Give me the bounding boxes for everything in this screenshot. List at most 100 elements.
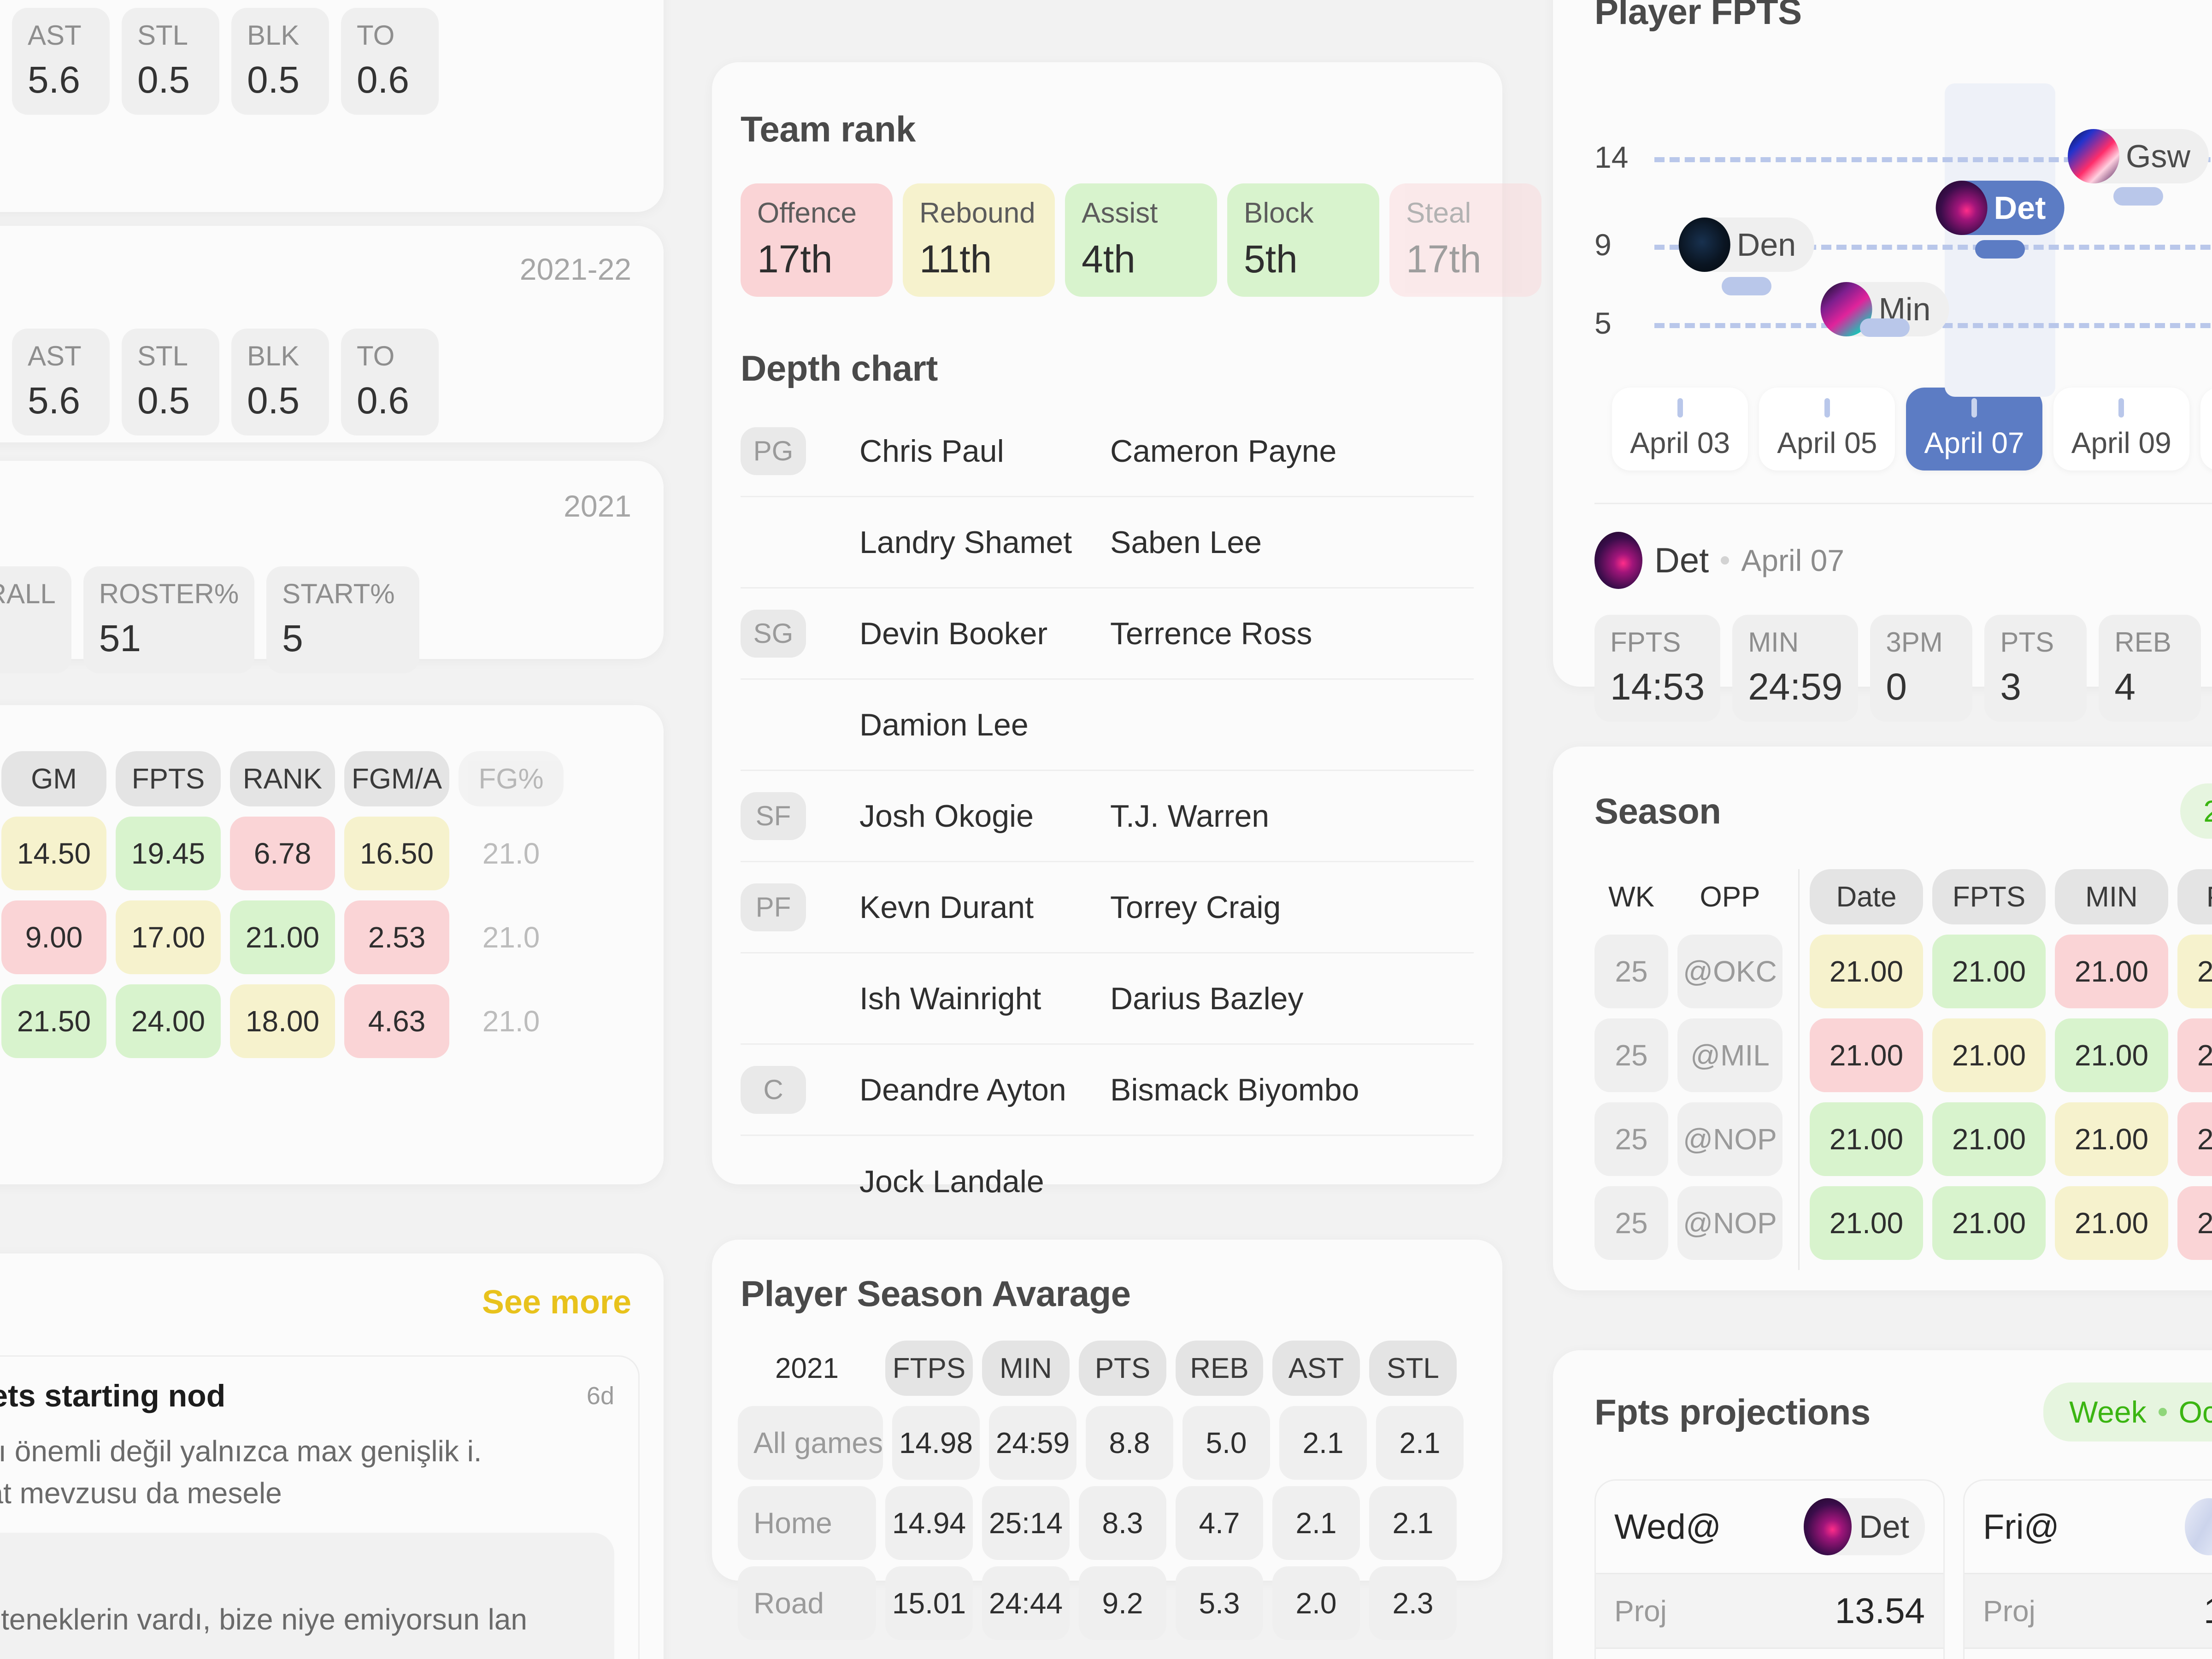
- depth-row[interactable]: SG Devin Booker Terrence Ross: [741, 588, 1474, 680]
- news-source[interactable]: sis: [0, 1553, 590, 1583]
- depth-starter[interactable]: Kevn Durant: [859, 889, 1034, 925]
- date-chip-next[interactable]: A: [2200, 388, 2212, 471]
- depth-backup[interactable]: Terrence Ross: [1110, 616, 1312, 651]
- table-row[interactable]: 21.00 21.00 21.00 21.00: [1810, 1018, 2212, 1092]
- chart-bubble-det[interactable]: Det: [1936, 181, 2065, 235]
- column-header-date[interactable]: Date: [1810, 869, 1923, 924]
- table-row[interactable]: 25 @MIL: [1594, 1018, 1783, 1092]
- column-header-fpts[interactable]: FPTS: [1932, 869, 2046, 924]
- depth-row[interactable]: Ish Wainright Darius Bazley: [741, 953, 1474, 1045]
- rank-chip-label: Block: [1244, 197, 1314, 229]
- depth-row[interactable]: C Deandre Ayton Bismack Biyombo: [741, 1045, 1474, 1136]
- position-badge: SG: [741, 609, 806, 658]
- week-label: Week: [2069, 1395, 2147, 1429]
- date-chip-april-09[interactable]: April 09: [2053, 388, 2189, 471]
- game-log-scroll-columns[interactable]: GM FPTS RANK FGM/A FG% 14.50 19.45 6.78 …: [0, 751, 564, 1068]
- week-range-label: Oct 17-: [2178, 1395, 2212, 1429]
- table-row[interactable]: Home 14.94 25:14 8.3 4.7 2.1 2.1: [738, 1486, 1502, 1560]
- stat-pill: MIN 24:59: [1732, 615, 1859, 722]
- column-header-min[interactable]: MIN: [982, 1341, 1070, 1396]
- news-item[interactable]: a Okeke - Gets starting nod 6d aki satır…: [0, 1355, 640, 1659]
- depth-backup[interactable]: Bismack Biyombo: [1110, 1072, 1359, 1107]
- game-team-name: Det: [1654, 541, 1709, 580]
- depth-backup[interactable]: Torrey Craig: [1110, 889, 1281, 925]
- column-header-ast[interactable]: AST: [1272, 1341, 1360, 1396]
- depth-backup[interactable]: Saben Lee: [1110, 524, 1262, 560]
- see-more-link[interactable]: See more: [482, 1283, 631, 1321]
- column-header-fgma[interactable]: FGM/A: [344, 751, 449, 806]
- separator-dot-icon: [2158, 1408, 2167, 1416]
- chart-tick-det: [1975, 240, 2025, 259]
- depth-starter[interactable]: Devin Booker: [859, 616, 1048, 651]
- table-row[interactable]: 21.00 21.00 21.00 21.00: [1810, 1186, 2212, 1260]
- table-row[interactable]: Road 15.01 24:44 9.2 5.3 2.0 2.3: [738, 1566, 1502, 1640]
- chart-bubble-min[interactable]: Min: [1820, 282, 1949, 336]
- table-row[interactable]: 21.00 21.00 21.00 21.00: [1810, 1102, 2212, 1176]
- stat-pill-value: 0.5: [247, 59, 300, 101]
- column-header-gm[interactable]: GM: [1, 751, 106, 806]
- table-row[interactable]: 25 @OKC: [1594, 935, 1783, 1008]
- week-range-badge[interactable]: Week Oct 17-: [2043, 1382, 2212, 1441]
- projection-card[interactable]: Fri@ Atl Proj 13.54 Final 6.00: [1963, 1479, 2212, 1659]
- column-header-fpts[interactable]: FPTS: [116, 751, 221, 806]
- table-row[interactable]: 25 @NOP: [1594, 1102, 1783, 1176]
- stat-pill-value: 0.5: [137, 380, 190, 422]
- card-title: Player FPTS: [1594, 0, 1802, 32]
- projection-team[interactable]: Atl: [2185, 1498, 2212, 1555]
- season-scroll-columns[interactable]: Date FPTS MIN PTS 21.00 21.00 21.00 21.0…: [1798, 869, 2212, 1270]
- stat-pill-key: ROSTER%: [99, 578, 239, 609]
- depth-backup[interactable]: Darius Bazley: [1110, 981, 1304, 1016]
- date-chip-april-07[interactable]: April 07: [1906, 388, 2042, 471]
- team-avatar-den: [1678, 218, 1730, 272]
- cell-min: 24:44: [982, 1566, 1070, 1640]
- projection-team[interactable]: Det: [1804, 1498, 1925, 1555]
- column-header-stl[interactable]: STL: [1369, 1341, 1457, 1396]
- stat-pill: 3PM 0: [1870, 615, 1973, 722]
- game-date: April 07: [1741, 543, 1845, 577]
- depth-row[interactable]: Jock Landale: [741, 1136, 1474, 1227]
- depth-starter[interactable]: Deandre Ayton: [859, 1072, 1066, 1107]
- column-header-fgpct[interactable]: FG%: [459, 751, 564, 806]
- card-title: Fpts projections: [1594, 1391, 1871, 1432]
- y-axis-label-5: 5: [1594, 306, 1612, 340]
- cell-stl: 2.1: [1369, 1486, 1457, 1560]
- depth-starter[interactable]: Jock Landale: [859, 1164, 1044, 1199]
- chart-bubble-gsw[interactable]: Gsw: [2068, 129, 2209, 183]
- table-row[interactable]: 21.00 21.00 21.00 21.00: [1810, 935, 2212, 1008]
- depth-starter[interactable]: Chris Paul: [859, 433, 1004, 469]
- column-header-rank[interactable]: RANK: [230, 751, 335, 806]
- card-player-fpts: Player FPTS Last 5 14 9 5 Den Min: [1553, 0, 2212, 722]
- depth-chart-title: Depth chart: [741, 348, 938, 388]
- depth-starter[interactable]: Damion Lee: [859, 707, 1029, 742]
- column-header-reb[interactable]: REB: [1176, 1341, 1263, 1396]
- column-header-ftps[interactable]: FTPS: [885, 1341, 973, 1396]
- season-badge[interactable]: 2022-: [2180, 783, 2212, 839]
- depth-starter[interactable]: Josh Okogie: [859, 798, 1034, 834]
- depth-starter[interactable]: Ish Wainright: [859, 981, 1041, 1016]
- depth-row[interactable]: Damion Lee: [741, 680, 1474, 771]
- depth-row[interactable]: SF Josh Okogie T.J. Warren: [741, 771, 1474, 862]
- depth-row[interactable]: Landry Shamet Saben Lee: [741, 497, 1474, 588]
- table-row[interactable]: 25 @NOP: [1594, 1186, 1783, 1260]
- stat-pill-key: STL: [137, 20, 188, 51]
- cell-ast: 2.1: [1272, 1486, 1360, 1560]
- column-header-min[interactable]: MIN: [2055, 869, 2168, 924]
- column-header-pts[interactable]: PTS: [1079, 1341, 1166, 1396]
- table-row[interactable]: 21.50 24.00 18.00 4.63 21.0: [1, 984, 564, 1058]
- depth-starter[interactable]: Landry Shamet: [859, 524, 1072, 560]
- date-chip-label: April 05: [1777, 426, 1877, 459]
- date-chip-april-03[interactable]: April 03: [1612, 388, 1748, 471]
- card-player-season-average: Player Season Avarage 2021 FTPS MIN PTS …: [712, 1240, 1502, 1640]
- depth-row[interactable]: PG Chris Paul Cameron Payne: [741, 406, 1474, 497]
- projection-card[interactable]: Wed@ Det Proj 13.54 Final 6.00: [1594, 1479, 1945, 1659]
- depth-backup[interactable]: T.J. Warren: [1110, 798, 1270, 834]
- date-selector[interactable]: April 03 April 05 April 07 April 09 A: [1553, 360, 2212, 471]
- chart-bubble-den[interactable]: Den: [1678, 218, 1815, 272]
- column-header-pts[interactable]: PTS: [2177, 869, 2212, 924]
- date-chip-april-05[interactable]: April 05: [1759, 388, 1895, 471]
- table-row[interactable]: All games 14.98 24:59 8.8 5.0 2.1 2.1: [738, 1406, 1502, 1480]
- depth-backup[interactable]: Cameron Payne: [1110, 433, 1337, 469]
- table-row[interactable]: 9.00 17.00 21.00 2.53 21.0: [1, 900, 564, 974]
- table-row[interactable]: 14.50 19.45 6.78 16.50 21.0: [1, 817, 564, 890]
- depth-row[interactable]: PF Kevn Durant Torrey Craig: [741, 862, 1474, 953]
